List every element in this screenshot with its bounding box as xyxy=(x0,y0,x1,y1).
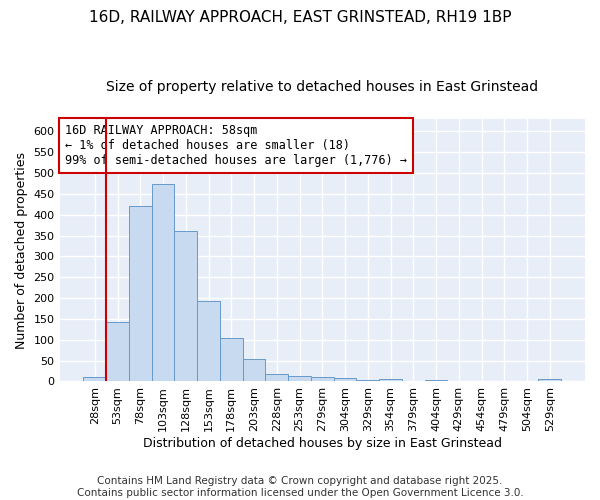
Bar xyxy=(425,380,448,382)
Bar xyxy=(220,338,242,382)
Bar xyxy=(129,206,152,382)
Bar xyxy=(356,380,379,382)
Bar xyxy=(265,374,288,382)
Bar xyxy=(311,378,334,382)
Bar xyxy=(197,302,220,382)
Y-axis label: Number of detached properties: Number of detached properties xyxy=(15,152,28,348)
Text: 16D RAILWAY APPROACH: 58sqm
← 1% of detached houses are smaller (18)
99% of semi: 16D RAILWAY APPROACH: 58sqm ← 1% of deta… xyxy=(65,124,407,167)
Text: 16D, RAILWAY APPROACH, EAST GRINSTEAD, RH19 1BP: 16D, RAILWAY APPROACH, EAST GRINSTEAD, R… xyxy=(89,10,511,25)
Text: Contains HM Land Registry data © Crown copyright and database right 2025.
Contai: Contains HM Land Registry data © Crown c… xyxy=(77,476,523,498)
Bar xyxy=(242,359,265,382)
Bar xyxy=(175,232,197,382)
Bar xyxy=(334,378,356,382)
X-axis label: Distribution of detached houses by size in East Grinstead: Distribution of detached houses by size … xyxy=(143,437,502,450)
Bar xyxy=(152,184,175,382)
Bar xyxy=(106,322,129,382)
Title: Size of property relative to detached houses in East Grinstead: Size of property relative to detached ho… xyxy=(106,80,538,94)
Bar xyxy=(538,380,561,382)
Bar xyxy=(379,380,402,382)
Bar xyxy=(83,378,106,382)
Bar xyxy=(402,380,425,382)
Bar xyxy=(288,376,311,382)
